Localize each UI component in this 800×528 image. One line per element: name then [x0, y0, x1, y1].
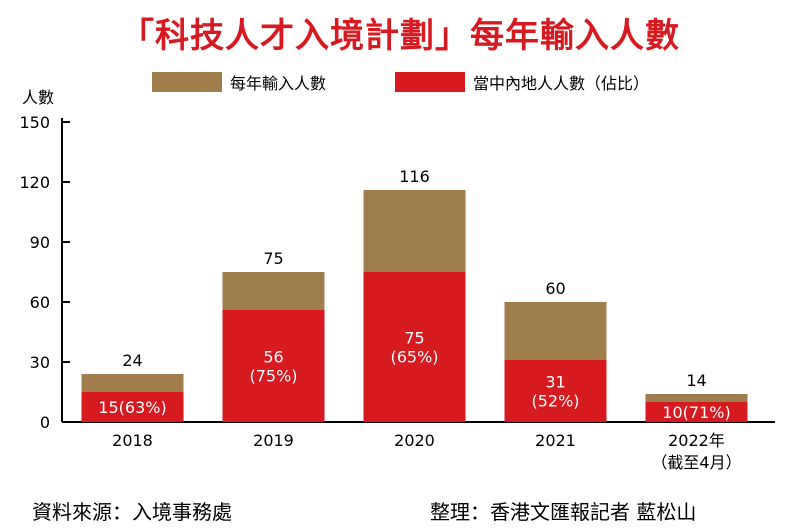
bar-mainland — [363, 272, 466, 422]
y-tick-label: 150 — [19, 113, 50, 132]
y-axis-label: 人數 — [22, 88, 54, 107]
data-label-mainland: 10(71%) — [662, 403, 730, 422]
legend-swatch-mainland — [395, 72, 465, 92]
y-tick-label: 0 — [40, 413, 50, 432]
data-label-mainland: (52%) — [531, 392, 579, 411]
data-label-mainland: 31 — [545, 373, 565, 392]
bar-mainland — [222, 310, 325, 422]
y-tick-label: 60 — [30, 293, 50, 312]
data-label-mainland: 56 — [263, 348, 283, 367]
data-label-mainland: 75 — [404, 329, 424, 348]
y-tick-label: 30 — [30, 353, 50, 372]
legend-item-total: 每年輸入人數 — [152, 70, 326, 94]
legend-swatch-total — [152, 72, 222, 92]
source-note: 資料來源：入境事務處 — [32, 500, 232, 524]
bar-mainland — [504, 360, 607, 422]
legend-label-total: 每年輸入人數 — [230, 74, 327, 93]
legend-item-mainland: 當中內地人人數（佔比） — [395, 70, 649, 94]
credit-note: 整理：香港文匯報記者 藍松山 — [430, 500, 697, 524]
x-category-label: 2018 — [112, 431, 153, 450]
data-label-total: 24 — [122, 351, 142, 370]
data-label-mainland: 15(63%) — [98, 398, 166, 417]
data-label-total: 60 — [545, 279, 565, 298]
legend-label-mainland: 當中內地人人數（佔比） — [473, 74, 650, 93]
data-label-mainland: (75%) — [249, 367, 297, 386]
data-label-mainland: (65%) — [390, 348, 438, 367]
chart-title: 「科技人才入境計劃」每年輸入人數 — [120, 16, 680, 56]
x-category-label: 2021 — [535, 431, 576, 450]
bar-mainland — [81, 392, 184, 422]
bar-mainland — [645, 402, 748, 422]
x-category-note: （截至4月） — [651, 453, 741, 472]
legend: 每年輸入人數 當中內地人人數（佔比） — [0, 70, 800, 96]
x-category-label: 2022年 — [668, 431, 725, 450]
data-label-total: 116 — [399, 167, 430, 186]
data-label-total: 75 — [263, 249, 283, 268]
x-category-label: 2019 — [253, 431, 294, 450]
x-category-label: 2020 — [394, 431, 435, 450]
bar-chart: 人數 0 30 60 90 120 150 24 15(63%) 2018 75 56(75%) 201… — [19, 88, 775, 472]
y-tick-label: 120 — [19, 173, 50, 192]
data-label-total: 14 — [686, 371, 706, 390]
y-tick-label: 90 — [30, 233, 50, 252]
